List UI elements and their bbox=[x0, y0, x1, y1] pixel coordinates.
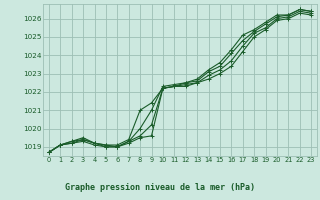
Text: Graphe pression niveau de la mer (hPa): Graphe pression niveau de la mer (hPa) bbox=[65, 183, 255, 192]
